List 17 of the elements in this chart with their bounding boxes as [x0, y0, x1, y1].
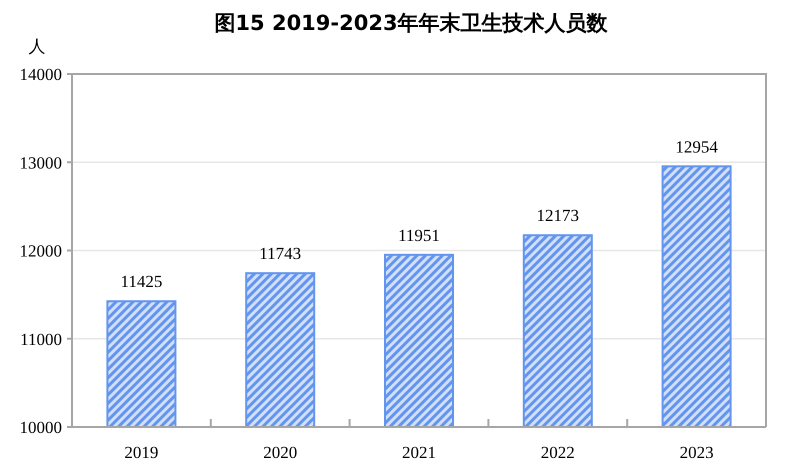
- y-tick-label: 14000: [20, 65, 62, 84]
- y-axis-title: 人: [28, 37, 46, 56]
- x-tick-label: 2022: [540, 443, 575, 462]
- data-label: 11425: [120, 272, 162, 292]
- data-label: 12173: [536, 206, 580, 226]
- y-tick-label: 11000: [20, 330, 62, 349]
- y-tick-label: 10000: [20, 418, 62, 437]
- data-label: 11743: [259, 244, 302, 264]
- x-tick-label: 2020: [263, 443, 298, 462]
- x-tick-label: 2021: [402, 443, 436, 462]
- y-tick-label: 13000: [20, 153, 62, 172]
- x-tick-label: 2019: [124, 443, 158, 462]
- x-tick-label: 2023: [680, 443, 714, 462]
- data-label: 12954: [675, 137, 718, 156]
- data-label: 11951: [398, 226, 440, 245]
- chart-title: 图15 2019-2023年年末卫生技术人员数: [214, 11, 609, 35]
- y-tick-label: 12000: [20, 242, 62, 260]
